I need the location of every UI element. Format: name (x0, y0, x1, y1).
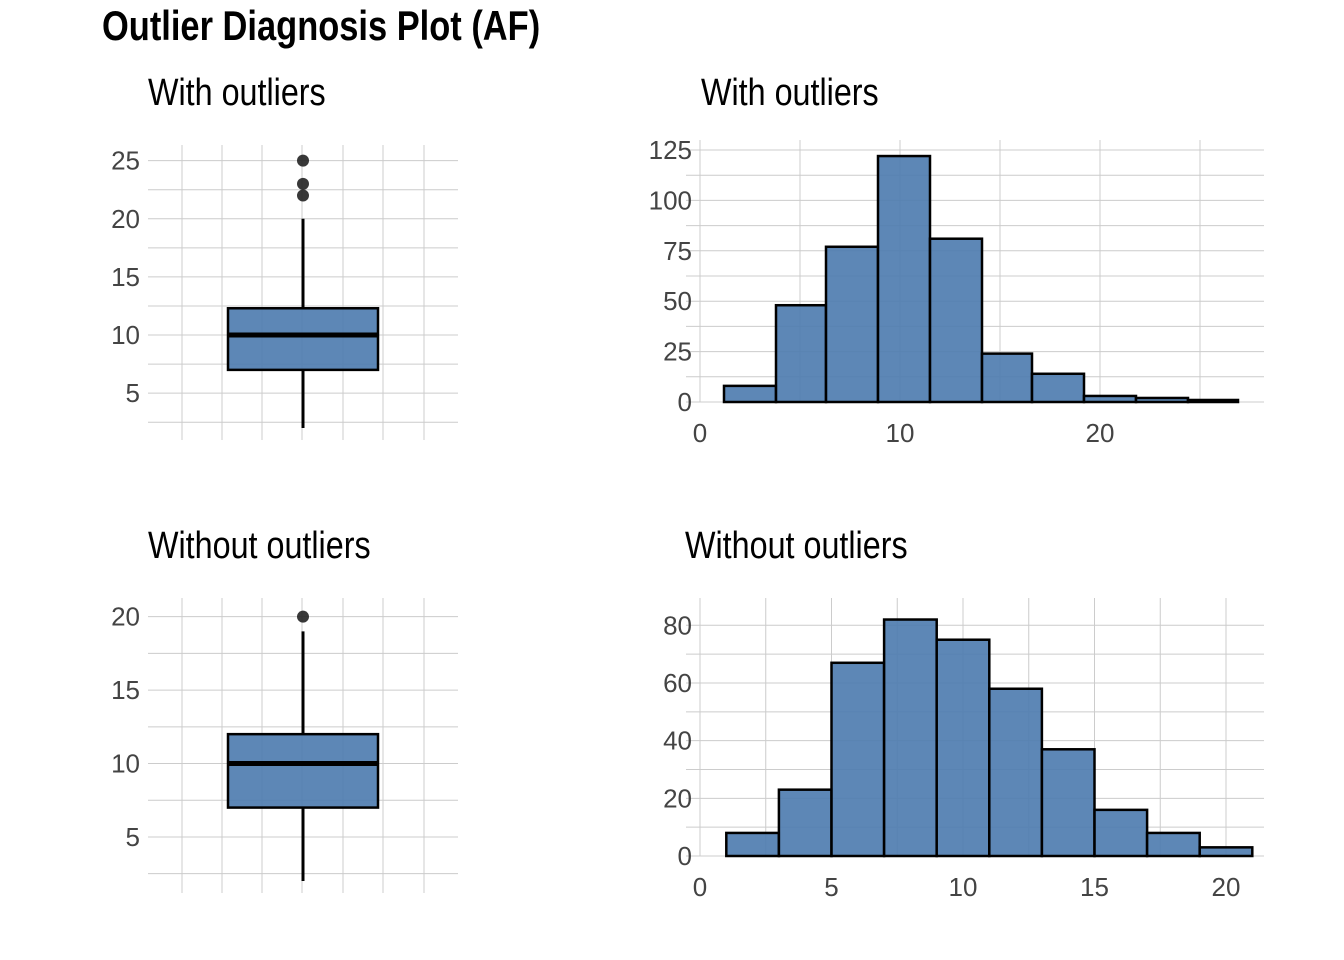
histogram-bar (777, 788, 833, 858)
y-tick-label: 10 (111, 320, 140, 350)
histogram-bar (1040, 748, 1096, 858)
histogram-bar (1198, 846, 1254, 858)
histogram-bar (1134, 396, 1190, 404)
x-tick-label: 10 (886, 418, 915, 448)
histogram-bar (882, 618, 938, 858)
histogram-bar (1082, 394, 1138, 404)
x-tick-label: 15 (1080, 872, 1109, 902)
x-tick-label: 20 (1212, 872, 1241, 902)
histogram-panel-3: 0 20 40 60 80 0 5 10 15 20 (663, 598, 1264, 902)
y-tick-label: 15 (111, 262, 140, 292)
y-tick-label: 20 (111, 204, 140, 234)
histogram-bar (876, 154, 932, 404)
histogram-bar (935, 638, 991, 858)
outlier-point (297, 189, 309, 202)
histogram-bar (988, 687, 1044, 858)
y-tick-label: 5 (126, 822, 140, 852)
x-tick-label: 10 (949, 872, 978, 902)
y-tick-label: 0 (678, 841, 692, 871)
y-tick-label: 10 (111, 749, 140, 779)
y-tick-label: 50 (663, 286, 692, 316)
histogram-bar (980, 352, 1034, 404)
x-tick-label: 0 (693, 872, 707, 902)
histogram-bar (928, 237, 984, 404)
boxplot-panel-0: 5 10 15 20 25 (111, 145, 458, 440)
x-tick-label: 20 (1086, 418, 1115, 448)
y-tick-label: 0 (678, 387, 692, 417)
y-tick-label: 40 (663, 726, 692, 756)
panel-title-box-with-outliers: With outliers (148, 72, 326, 114)
x-tick-label: 5 (824, 872, 838, 902)
main-title: Outlier Diagnosis Plot (AF) (102, 2, 541, 49)
histogram-panel-1: 0 25 50 75 100 125 0 10 20 (649, 135, 1264, 448)
panel-title-hist-without-outliers: Without outliers (685, 525, 908, 567)
histogram-bar (1093, 808, 1149, 858)
histogram-bar (774, 303, 828, 404)
y-tick-label: 125 (649, 135, 692, 165)
y-tick-label: 15 (111, 675, 140, 705)
y-tick-label: 100 (649, 185, 692, 215)
y-tick-label: 25 (663, 337, 692, 367)
box-iqr (226, 307, 380, 372)
y-tick-label: 20 (111, 602, 140, 632)
histogram-bar (824, 245, 880, 404)
histogram-bar (1186, 398, 1240, 404)
histogram-bar (722, 384, 778, 404)
histogram-bar (830, 661, 886, 858)
outlier-point (297, 177, 309, 190)
y-tick-label: 80 (663, 610, 692, 640)
outlier-point (297, 610, 309, 623)
panel-title-box-without-outliers: Without outliers (148, 525, 371, 567)
y-tick-label: 20 (663, 783, 692, 813)
y-tick-label: 75 (663, 236, 692, 266)
x-tick-label: 0 (693, 418, 707, 448)
y-tick-label: 25 (111, 146, 140, 176)
histogram-bar (1145, 831, 1201, 858)
histogram-bar (1030, 372, 1086, 404)
box-iqr (226, 732, 380, 809)
panel-title-hist-with-outliers: With outliers (701, 72, 879, 114)
boxplot-panel-2: 5 10 15 20 (111, 598, 458, 893)
outlier-point (297, 154, 309, 167)
y-tick-label: 60 (663, 668, 692, 698)
histogram-bar (725, 831, 781, 858)
y-tick-label: 5 (126, 378, 140, 408)
